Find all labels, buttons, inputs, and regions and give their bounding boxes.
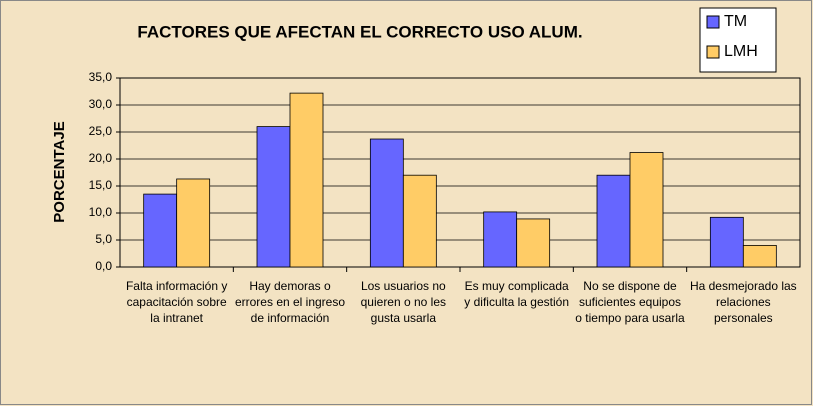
plot-area [119,77,801,268]
x-tick-label: Los usuarios no quieren o no les gusta u… [360,279,447,325]
bar [596,174,631,268]
bar [483,211,518,268]
legend-label: TM [724,13,747,30]
legend-swatch [706,45,720,59]
y-tick-label: 5,0 [95,232,112,246]
bar [709,216,744,268]
legend [699,7,777,73]
bar [516,218,551,268]
legend-label: LMH [724,43,758,60]
y-tick-label: 0,0 [95,259,112,273]
bar [402,174,437,268]
chart-title: FACTORES QUE AFECTAN EL CORRECTO USO ALU… [137,22,582,41]
x-tick-label: Falta información y capacitación sobre l… [125,279,228,325]
y-tick-label: 30,0 [89,97,113,111]
legend-swatch [706,15,720,29]
y-tick-label: 10,0 [89,205,113,219]
bar [256,126,291,268]
bar [289,92,324,268]
y-tick-label: 25,0 [89,124,113,138]
x-tick-label: Hay demoras o errores en el ingreso de i… [234,279,346,325]
bar [742,244,777,268]
y-tick-label: 20,0 [89,151,113,165]
bar [143,193,178,268]
x-tick-label: No se dispone de suficientes equipos o t… [575,279,685,325]
x-tick-label: Es muy complicada y dificulta la gestión [464,279,570,309]
y-axis-label: PORCENTAJE [51,121,68,222]
x-tick-label: Ha desmejorado las relaciones personales [689,279,797,325]
bar [176,178,211,268]
bar [629,152,664,268]
y-tick-label: 15,0 [89,178,113,192]
bar [369,138,404,268]
y-tick-label: 35,0 [89,70,113,84]
